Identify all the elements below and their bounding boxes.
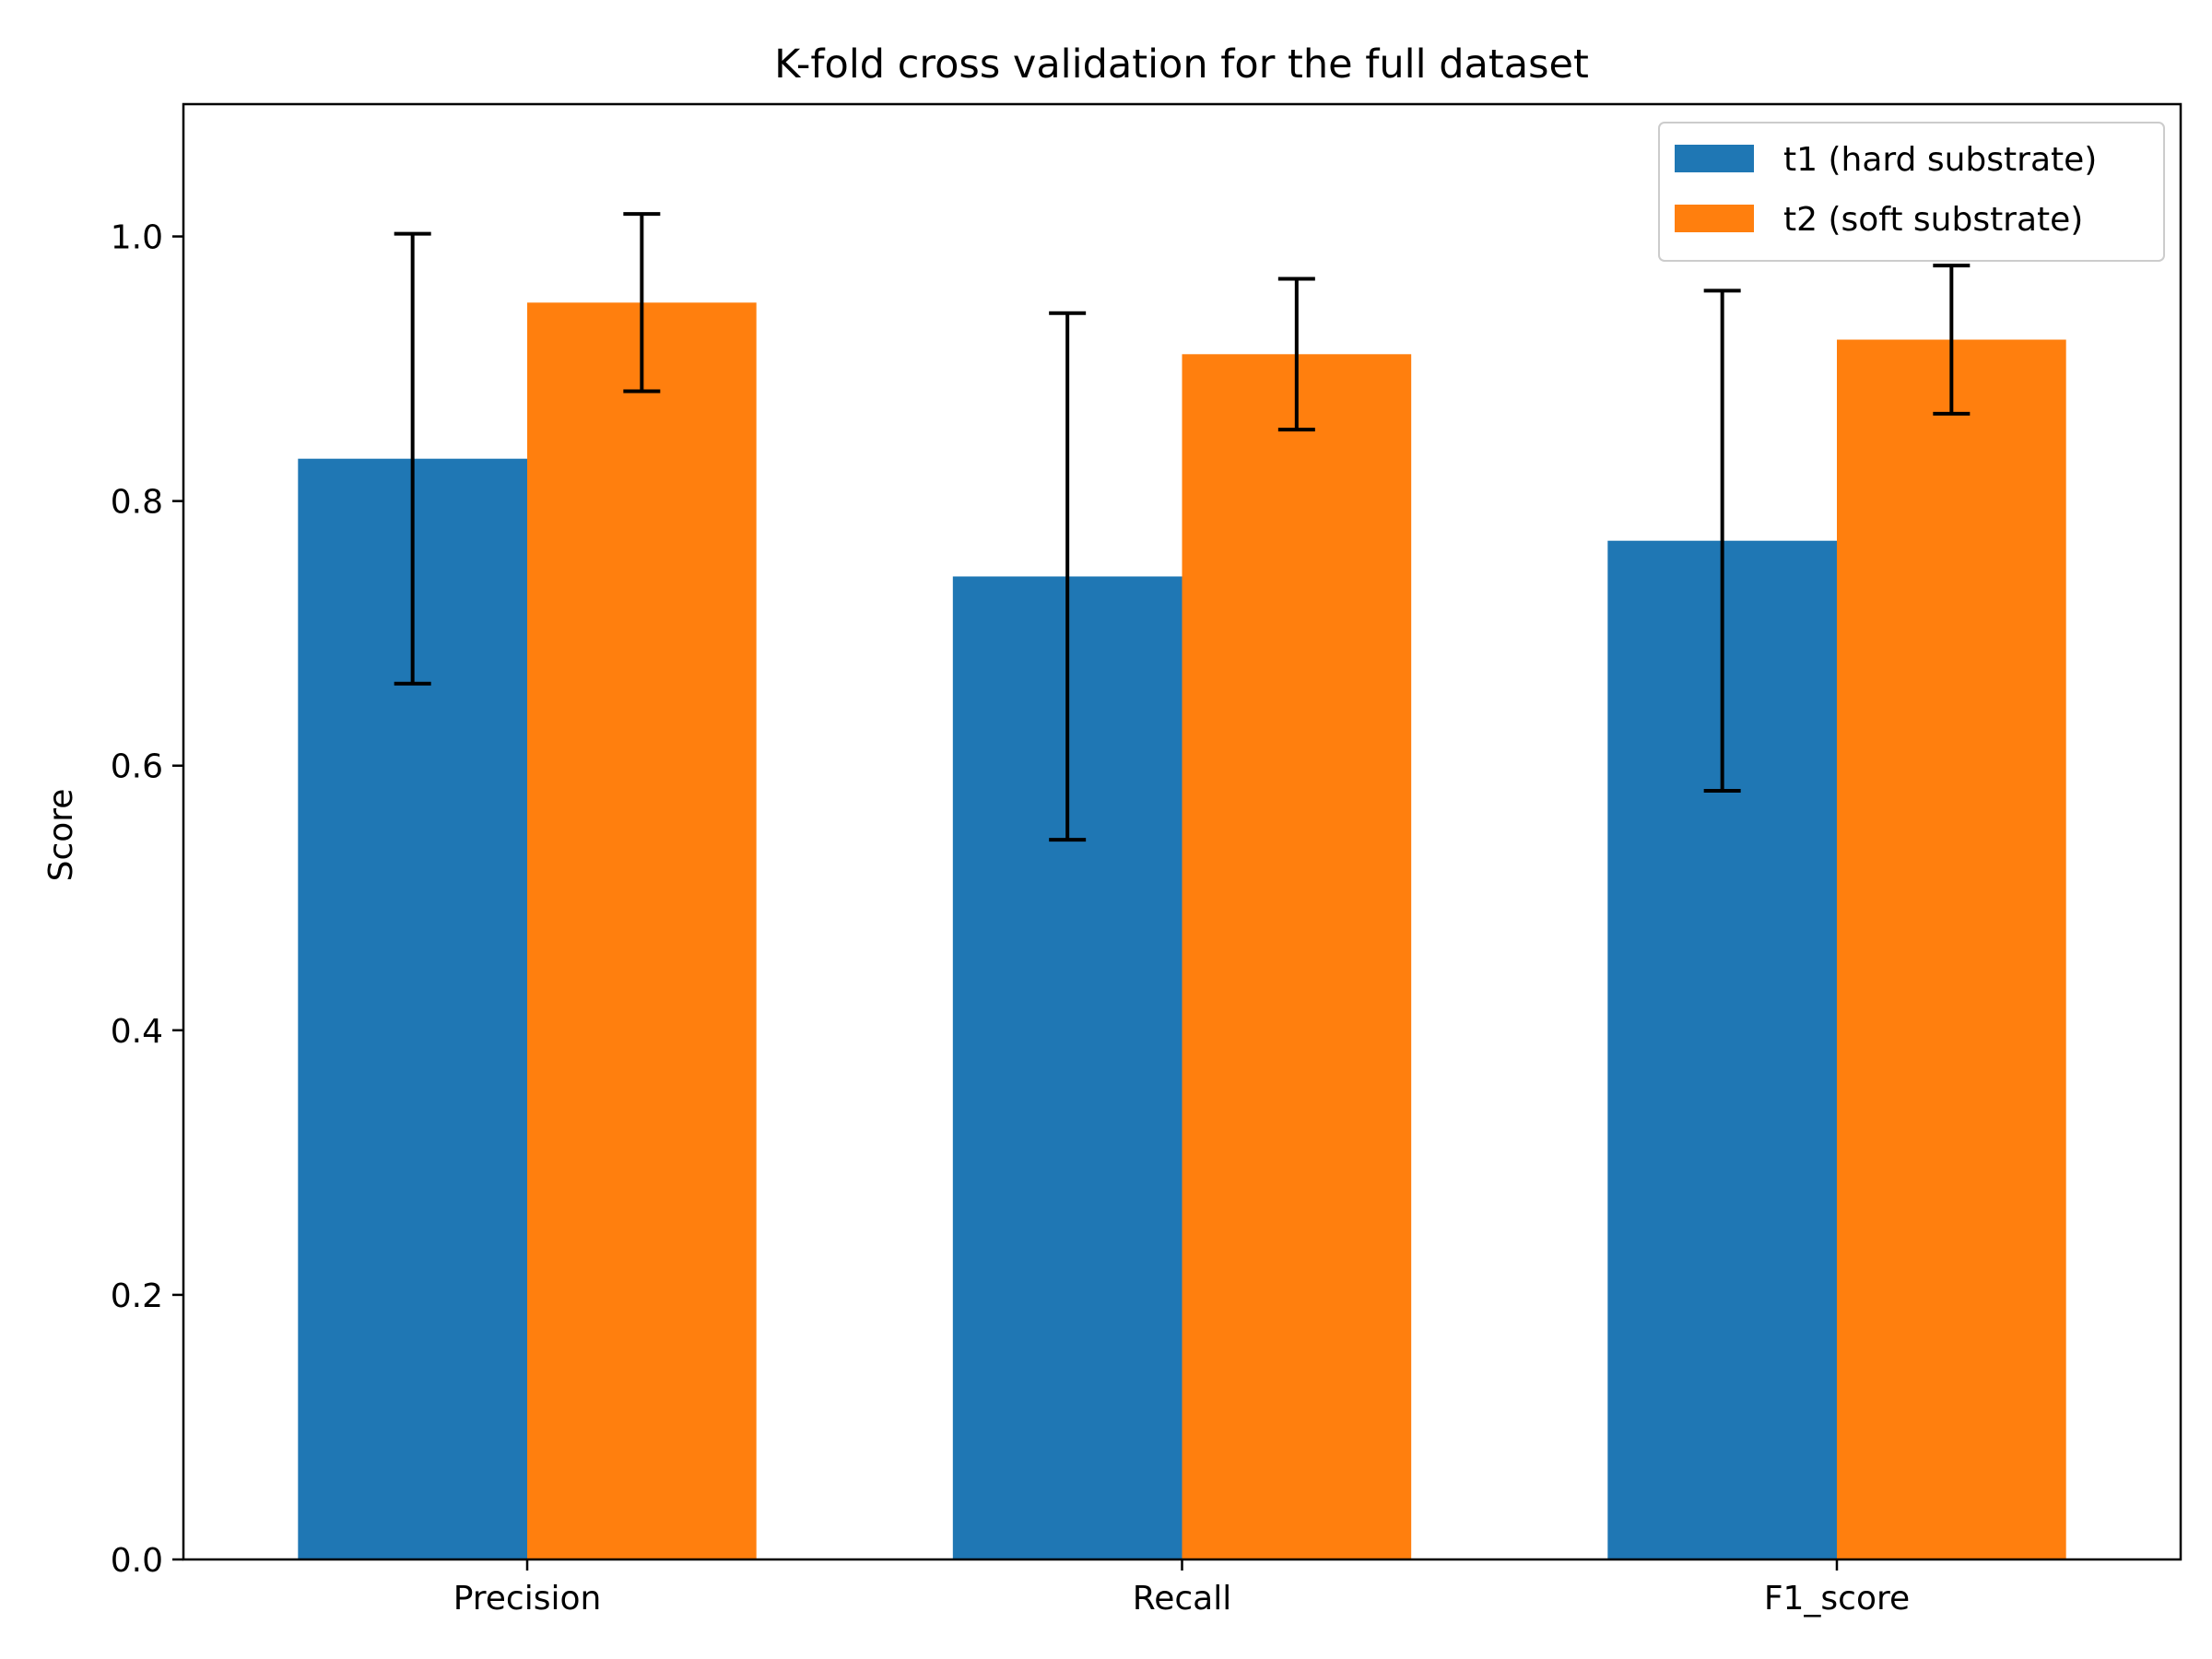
bar-2-precision — [527, 302, 757, 1560]
bar-2-f1_score — [1836, 339, 2066, 1560]
y-tick-label: 0.4 — [111, 1013, 163, 1051]
error-bar-2-precision — [623, 212, 661, 394]
error-bar-1-recall — [1049, 311, 1087, 842]
y-axis-title: Score — [42, 789, 80, 882]
error-bar-2-recall — [1277, 276, 1315, 432]
y-tick-label: 0.6 — [111, 748, 163, 786]
y-tick-label: 0.8 — [111, 484, 163, 522]
legend-swatch-2 — [1675, 205, 1754, 232]
legend-box — [1658, 122, 2165, 262]
plot-area: 0.0 0.2 0.4 0.6 0.8 1.0 Precision Recall F1_scor… — [111, 102, 2183, 1618]
error-bar-1-precision — [394, 231, 431, 686]
legend-label-2: t2 (soft substrate) — [1783, 201, 2083, 239]
y-tick-label: 0.2 — [111, 1277, 163, 1315]
error-bar-1-f1_score — [1703, 288, 1741, 794]
x-tick-label-precision: Precision — [453, 1580, 602, 1618]
chart-title: K-fold cross validation for the full dat… — [774, 41, 1589, 88]
legend-label-1: t1 (hard substrate) — [1783, 141, 2097, 179]
x-tick-label-recall: Recall — [1133, 1580, 1231, 1618]
x-tick-label-f1_score: F1_score — [1764, 1580, 1910, 1618]
legend-swatch-1 — [1675, 145, 1754, 172]
error-bar-2-f1_score — [1933, 264, 1971, 416]
y-tick-label: 0.0 — [111, 1542, 163, 1580]
y-tick-label: 1.0 — [111, 219, 163, 257]
legend: t1 (hard substrate) t2 (soft substrate) — [1658, 122, 2165, 262]
bar-2-recall — [1182, 354, 1412, 1559]
